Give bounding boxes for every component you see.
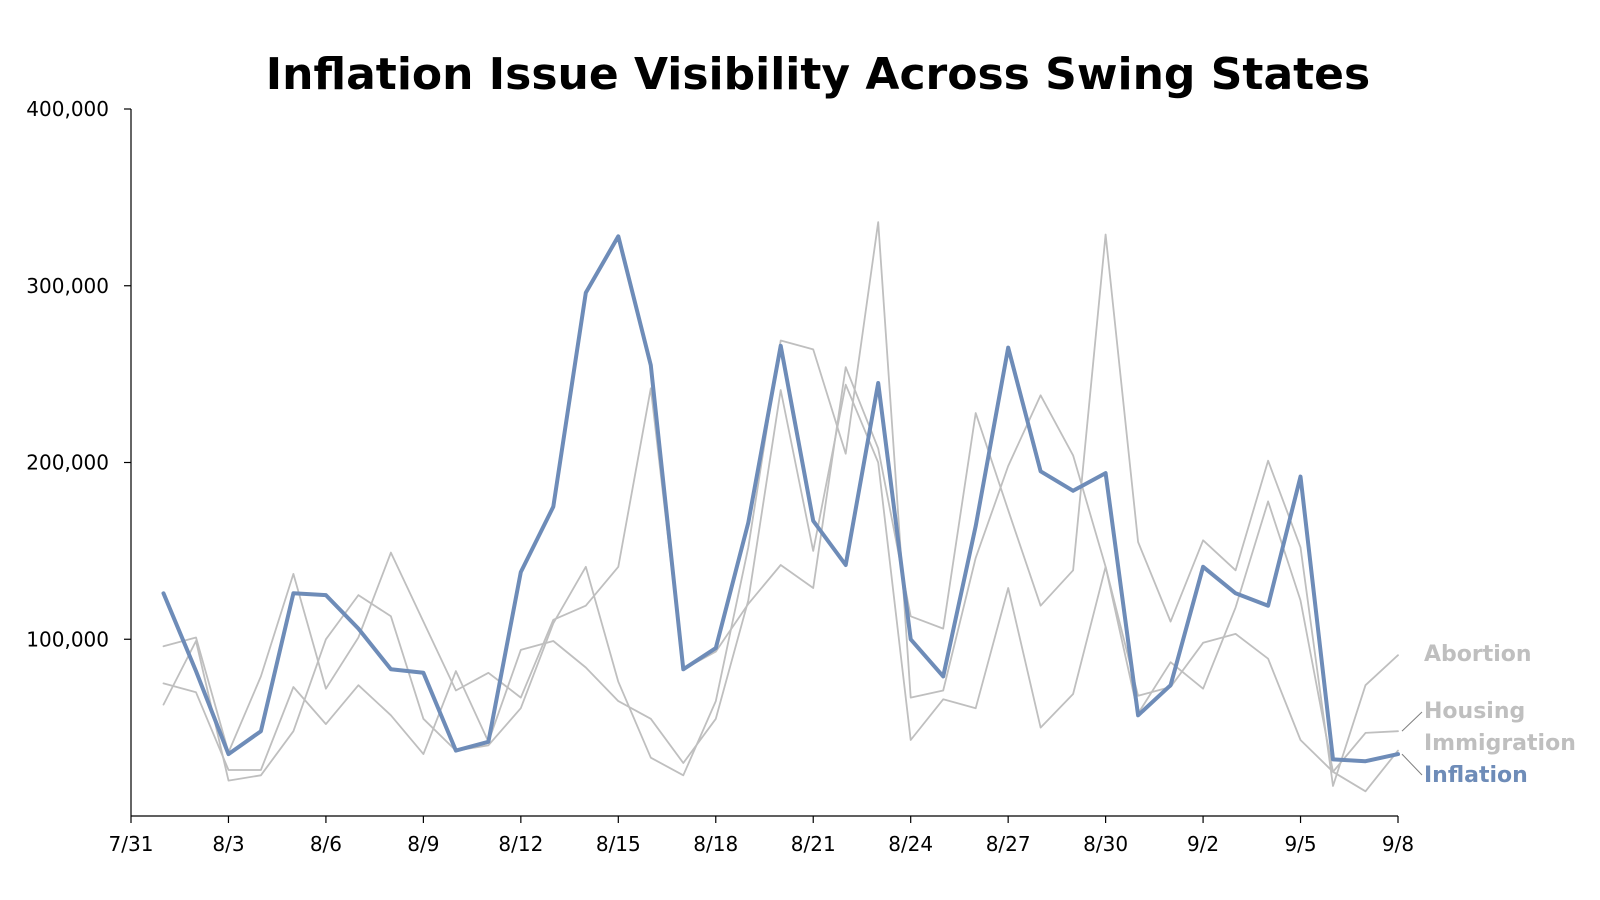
x-tick-label: 9/5 [1284, 832, 1316, 856]
axes: 100,000 200,000 300,000 400,000 7/31 8/3 8/6 8/… [26, 97, 1414, 856]
x-tick-label: 9/8 [1382, 832, 1414, 856]
x-tick-label: 8/15 [596, 832, 641, 856]
legend: Abortion Housing Immigration Inflation [1401, 642, 1576, 788]
series-line-housing [162, 383, 1399, 773]
chart-title: Inflation Issue Visibility Across Swing … [266, 49, 1370, 100]
x-tick-label: 8/27 [986, 832, 1031, 856]
x-tick-label: 8/24 [888, 832, 933, 856]
x-tick-label: 8/3 [212, 832, 244, 856]
legend-label-immigration: Immigration [1424, 731, 1576, 756]
y-tick-label: 200,000 [26, 451, 109, 475]
legend-leader-inflation [1401, 753, 1423, 776]
x-tick-label: 8/6 [310, 832, 342, 856]
x-tick-label: 8/12 [498, 832, 543, 856]
series-line-abortion [162, 233, 1399, 787]
y-tick-label: 300,000 [26, 274, 109, 298]
y-tick-label: 400,000 [26, 97, 109, 121]
x-tick-label: 9/2 [1187, 832, 1219, 856]
x-tick-label: 8/30 [1083, 832, 1128, 856]
legend-label-inflation: Inflation [1424, 763, 1528, 788]
x-tick-label: 8/18 [693, 832, 738, 856]
y-tick-label: 100,000 [26, 627, 109, 651]
series-line-immigration [162, 221, 1399, 793]
x-tick-label: 8/9 [407, 832, 439, 856]
x-tick-label: 8/21 [791, 832, 836, 856]
legend-label-housing: Housing [1424, 699, 1525, 724]
series-lines [161, 221, 1400, 793]
legend-label-abortion: Abortion [1424, 642, 1532, 667]
series-line-inflation [161, 234, 1400, 764]
x-tick-label: 7/31 [109, 832, 154, 856]
legend-leader-housing [1401, 711, 1423, 732]
